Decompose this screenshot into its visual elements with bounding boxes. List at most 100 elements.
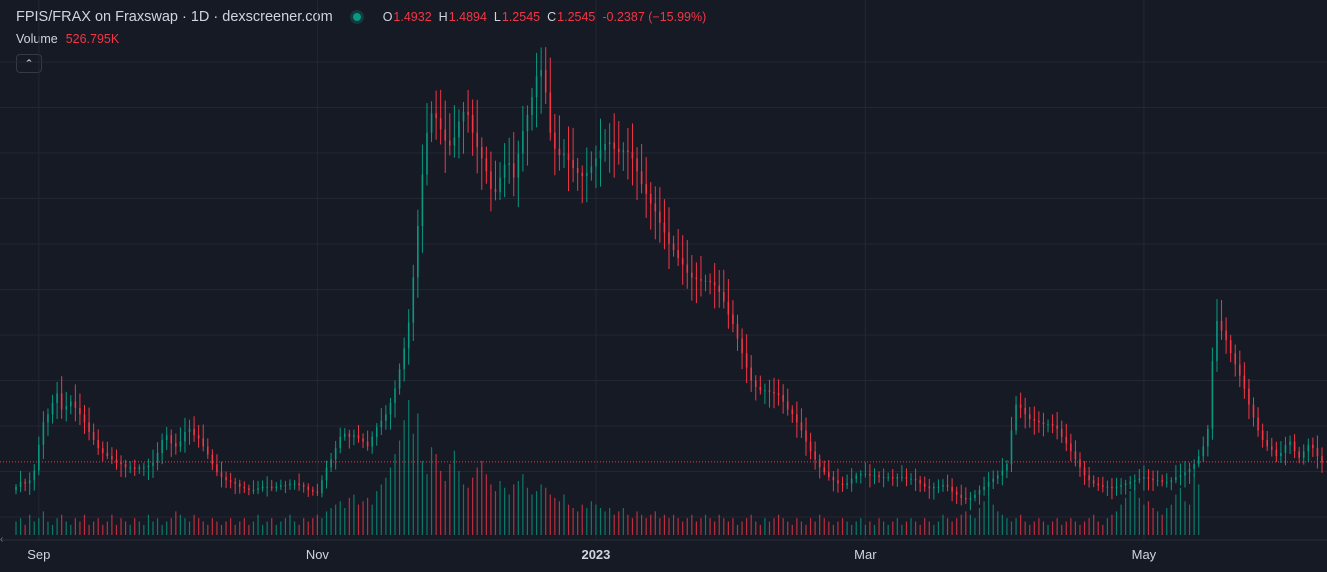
- candle: [266, 476, 268, 497]
- candle-body: [558, 148, 561, 156]
- candle-body: [42, 422, 45, 445]
- candle: [1038, 411, 1040, 433]
- volume-bar: [138, 521, 140, 535]
- volume-bar: [335, 504, 337, 535]
- volume-bar: [581, 504, 583, 535]
- candle: [974, 489, 976, 502]
- candle: [353, 429, 355, 446]
- candle-body: [796, 414, 798, 423]
- low-value: 1.2545: [501, 10, 541, 24]
- scroll-left-icon[interactable]: ‹: [0, 534, 4, 545]
- volume-bar: [1115, 511, 1118, 535]
- candle: [818, 454, 821, 479]
- candle-body: [206, 446, 209, 455]
- volume-bar: [1152, 508, 1154, 535]
- volume-bar: [883, 521, 885, 535]
- candle-body: [435, 113, 437, 119]
- volume-bar: [353, 494, 355, 535]
- candle: [645, 157, 647, 218]
- ohlc-readout: O 1.4932 H 1.4894 L 1.2545 C 1.2545 -0.2…: [383, 10, 714, 24]
- volume-bar: [348, 497, 350, 535]
- candle: [649, 182, 652, 230]
- volume-bar: [672, 514, 675, 535]
- volume-bar: [389, 467, 392, 535]
- volume-bar: [15, 521, 17, 535]
- candle: [572, 127, 574, 183]
- candle-body: [88, 422, 90, 432]
- volume-bar: [682, 521, 684, 535]
- candle: [1207, 424, 1209, 457]
- candle-body: [216, 464, 218, 473]
- candle: [444, 100, 447, 173]
- candle: [713, 263, 716, 309]
- candle-body: [1302, 451, 1305, 458]
- candle-body: [805, 430, 807, 442]
- volume-bar: [782, 518, 784, 535]
- candle: [859, 470, 862, 484]
- volume-bar: [344, 508, 346, 535]
- candle: [668, 207, 670, 270]
- candle-body: [987, 481, 990, 487]
- candle: [243, 481, 246, 493]
- volume-bar: [645, 518, 647, 535]
- candle: [499, 162, 501, 201]
- candle: [138, 464, 141, 474]
- candle-body: [60, 393, 63, 410]
- candle-body: [248, 488, 250, 490]
- candle-body: [617, 148, 620, 152]
- candle-body: [467, 111, 469, 115]
- volume-bar: [545, 487, 547, 535]
- candle: [704, 274, 707, 292]
- candle-body: [1170, 480, 1173, 482]
- volume-bar: [960, 514, 962, 535]
- candle-body: [161, 440, 163, 453]
- candle-body: [960, 494, 963, 498]
- candle: [736, 314, 739, 351]
- volume-bar: [88, 524, 90, 535]
- volume-bar: [38, 518, 40, 535]
- candle-body: [1092, 480, 1095, 484]
- candle-body: [901, 477, 903, 479]
- volume-bar: [243, 518, 245, 535]
- candle-body: [846, 483, 848, 486]
- candle-body: [750, 367, 752, 381]
- volume-bar: [357, 504, 360, 535]
- candle-body: [270, 486, 273, 489]
- volume-bar: [417, 413, 419, 535]
- candle: [398, 363, 401, 395]
- candle-body: [307, 486, 310, 490]
- candle: [28, 472, 31, 495]
- candle-body: [1184, 472, 1186, 476]
- volume-bar: [494, 491, 497, 535]
- collapse-legend-button[interactable]: ⌃: [16, 54, 42, 73]
- volume-bar: [956, 518, 958, 535]
- candle-body: [1079, 459, 1081, 468]
- volume-bar: [225, 521, 227, 535]
- candle-body: [1010, 430, 1013, 465]
- candle-body: [604, 143, 606, 151]
- candle: [485, 146, 488, 184]
- volume-bar: [147, 514, 150, 535]
- candle-body: [608, 142, 611, 144]
- volume-bar: [1070, 518, 1072, 535]
- candle-body: [864, 473, 867, 475]
- candle-body: [512, 163, 515, 178]
- candle: [554, 114, 556, 176]
- volume-bar: [330, 508, 332, 535]
- candle: [133, 459, 136, 477]
- candle-body: [996, 475, 999, 479]
- candle-body: [1193, 464, 1195, 470]
- volume-bar: [394, 454, 396, 535]
- candle-body: [636, 158, 638, 172]
- candle-body: [321, 480, 323, 494]
- candle-body: [375, 427, 378, 437]
- candle: [170, 429, 173, 457]
- candle-body: [362, 438, 364, 442]
- candle: [508, 137, 510, 184]
- high-key: H: [438, 10, 448, 24]
- candle: [403, 337, 405, 382]
- volume-bar: [230, 518, 232, 535]
- volume-bar: [362, 501, 364, 535]
- volume-bar: [522, 474, 524, 535]
